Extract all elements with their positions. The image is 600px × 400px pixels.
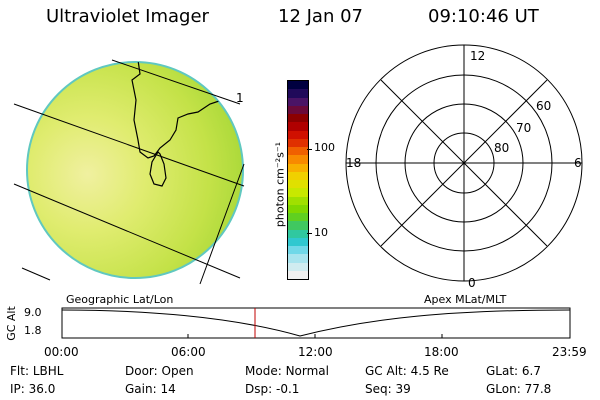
lat-label-80: 80 [494, 141, 509, 155]
timeline-right-title: Apex MLat/MLT [424, 293, 507, 306]
app-title: Ultraviolet Imager [46, 6, 209, 27]
color-scale-cell [288, 180, 308, 189]
date-label: 12 Jan 07 [278, 6, 363, 27]
status-value: 14 [160, 382, 176, 396]
color-scale-cell [288, 97, 308, 106]
track-line [111, 59, 241, 105]
timeline-y-label: GC Alt [4, 306, 18, 341]
status-label: Gain: [125, 382, 157, 396]
track-line [21, 267, 51, 281]
status-label: GLon: [486, 382, 521, 396]
coastline [131, 62, 235, 159]
colorbar-tick-100: 100 [314, 141, 335, 154]
color-scale-cell [288, 105, 308, 114]
altitude-curve [61, 309, 571, 337]
color-scale-cell [288, 270, 308, 279]
color-scale-cells [288, 81, 308, 279]
color-scale-cell [288, 147, 308, 156]
polar-plot: 12 18 6 0 60 70 80 [345, 44, 583, 290]
color-scale-cell [288, 262, 308, 271]
island-outline [149, 151, 167, 187]
status-label: Dsp: [245, 382, 273, 396]
status-value: LBHL [32, 364, 64, 378]
color-scale-cell [288, 163, 308, 172]
time-label: 09:10:46 UT [428, 6, 539, 27]
status-value: 4.5 Re [410, 364, 449, 378]
mlt-label-0: 0 [468, 276, 476, 290]
status-label: Mode: [245, 364, 282, 378]
x-tick-2359: 23:59 [552, 345, 587, 359]
polar-axis [380, 79, 548, 247]
status-glon: GLon: 77.8 [486, 382, 551, 396]
color-scale-cell [288, 188, 308, 197]
y-tick-1-8: 1.8 [24, 324, 42, 337]
uv-globe-image: 1 [13, 59, 245, 285]
colorbar-tick-10: 10 [314, 226, 328, 239]
color-scale-cell [288, 254, 308, 263]
mlt-label-6: 6 [574, 156, 582, 170]
color-scale-cell [288, 89, 308, 98]
earth-disk [27, 62, 243, 278]
color-scale-cell [288, 221, 308, 230]
timeline-frame [61, 307, 571, 339]
status-gc-alt: GC Alt: 4.5 Re [365, 364, 449, 378]
status-value: -0.1 [275, 382, 300, 396]
color-scale-cell [288, 204, 308, 213]
color-scale-cell [288, 229, 308, 238]
mlt-label-18: 18 [346, 156, 361, 170]
colorbar-unit-label: photon cm⁻²s⁻¹ [273, 141, 287, 228]
x-tick-0600: 06:00 [171, 345, 206, 359]
status-seq: Seq: 39 [365, 382, 411, 396]
track-line [13, 103, 245, 187]
color-scale-cell [288, 122, 308, 131]
timeline-plot [61, 307, 571, 339]
color-scale-cell [288, 81, 308, 90]
status-value: 6.7 [521, 364, 542, 378]
track-line [199, 163, 245, 285]
mlt-label-12: 12 [470, 49, 485, 63]
status-value: Normal [285, 364, 329, 378]
color-scale-cell [288, 130, 308, 139]
color-scale-cell [288, 114, 308, 123]
status-door: Door: Open [125, 364, 194, 378]
color-scale-cell [288, 196, 308, 205]
status-flt: Flt: LBHL [10, 364, 63, 378]
y-tick-9: 9.0 [24, 306, 42, 319]
status-gain: Gain: 14 [125, 382, 176, 396]
timeline-left-title: Geographic Lat/Lon [66, 293, 174, 306]
status-label: GC Alt: [365, 364, 407, 378]
status-value: Open [161, 364, 194, 378]
color-scale-cell [288, 171, 308, 180]
status-value: 39 [395, 382, 411, 396]
status-label: Door: [125, 364, 158, 378]
color-scale-cell [288, 155, 308, 164]
color-scale-cell [288, 138, 308, 147]
tick-mark [307, 149, 312, 150]
status-dsp: Dsp: -0.1 [245, 382, 299, 396]
color-scale-cell [288, 213, 308, 222]
status-mode: Mode: Normal [245, 364, 329, 378]
color-scale-bar [287, 80, 309, 280]
status-value: 36.0 [28, 382, 56, 396]
status-glat: GLat: 6.7 [486, 364, 541, 378]
status-label: Flt: [10, 364, 29, 378]
track-line [13, 183, 241, 279]
x-tick-0000: 00:00 [44, 345, 79, 359]
tick-mark [307, 233, 312, 234]
status-label: IP: [10, 382, 25, 396]
x-tick-1800: 18:00 [424, 345, 459, 359]
color-scale-cell [288, 246, 308, 255]
lat-label-60: 60 [536, 99, 551, 113]
status-value: 77.8 [524, 382, 552, 396]
status-label: GLat: [486, 364, 519, 378]
lat-label-70: 70 [516, 121, 531, 135]
x-tick-1200: 12:00 [298, 345, 333, 359]
status-label: Seq: [365, 382, 392, 396]
limb-outline [26, 61, 244, 279]
status-ip: IP: 36.0 [10, 382, 55, 396]
track-label: 1 [236, 91, 244, 105]
color-scale-cell [288, 237, 308, 246]
